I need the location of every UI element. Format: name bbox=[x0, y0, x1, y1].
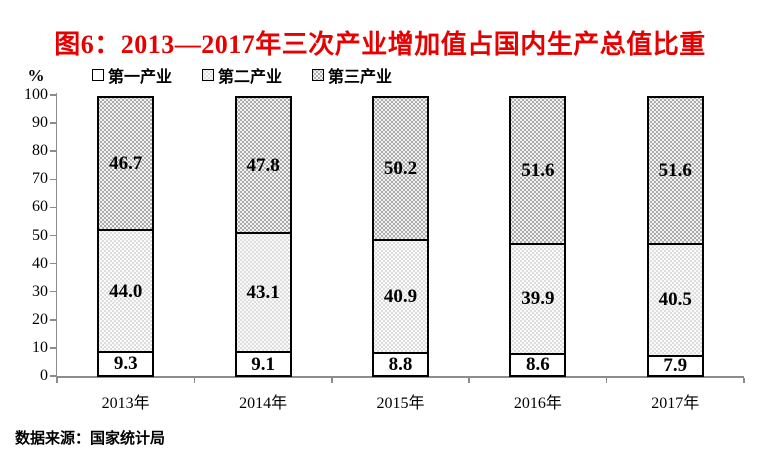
y-tick-label: 30 bbox=[32, 282, 48, 300]
y-tick bbox=[50, 262, 56, 265]
y-tick-label: 70 bbox=[32, 170, 48, 188]
bar-value-label: 51.6 bbox=[658, 159, 692, 181]
bar-value-label: 7.9 bbox=[663, 355, 688, 377]
legend-item: 第一产业 bbox=[92, 63, 172, 87]
secondary-legend-swatch-icon bbox=[202, 69, 215, 81]
x-tick bbox=[331, 377, 333, 383]
chart-title: 图6：2013—2017年三次产业增加值占国内生产总值比重 bbox=[54, 30, 706, 59]
y-tick-label: 40 bbox=[32, 254, 48, 272]
x-tick bbox=[743, 377, 745, 383]
bar-value-label: 43.1 bbox=[246, 282, 280, 304]
y-tick-label: 50 bbox=[32, 226, 48, 244]
bar-segment-primary: 9.1 bbox=[234, 351, 292, 377]
y-tick bbox=[50, 319, 56, 321]
y-tick-label: 80 bbox=[32, 142, 48, 160]
y-tick bbox=[50, 178, 56, 181]
bar-segment-secondary: 40.5 bbox=[646, 242, 704, 357]
bar-segment-secondary: 40.9 bbox=[372, 239, 429, 355]
y-tick bbox=[50, 94, 56, 96]
y-tick-label: 0 bbox=[40, 367, 48, 384]
bar-2014年: 47.8 43.1 9.1 bbox=[234, 96, 292, 381]
bar-value-label: 46.7 bbox=[109, 153, 143, 175]
bar-segment-secondary: 44.0 bbox=[97, 229, 155, 353]
tertiary-legend-swatch-icon bbox=[312, 69, 325, 81]
bar-value-label: 8.8 bbox=[388, 354, 413, 376]
primary-legend-swatch-icon bbox=[92, 69, 104, 81]
bar-segment-tertiary: 47.8 bbox=[234, 96, 292, 235]
bar-2015年: 50.2 40.9 8.8 bbox=[372, 96, 429, 381]
y-tick-label: 10 bbox=[32, 338, 48, 356]
bar-segment-secondary: 39.9 bbox=[509, 242, 567, 355]
y-tick bbox=[50, 150, 56, 152]
legend-item: 第三产业 bbox=[312, 63, 392, 87]
bar-value-label: 51.6 bbox=[521, 159, 555, 181]
y-tick-label: 20 bbox=[32, 310, 48, 328]
legend: 第一产业 第二产业 第三产业 bbox=[92, 63, 392, 87]
y-tick bbox=[50, 234, 56, 237]
y-tick bbox=[50, 347, 56, 349]
y-tick-label: 60 bbox=[32, 198, 48, 216]
bar-2013年: 46.7 44.0 9.3 bbox=[97, 96, 155, 381]
x-category-label: 2013年 bbox=[101, 395, 150, 412]
x-category-label: 2017年 bbox=[651, 395, 700, 412]
bar-value-label: 44.0 bbox=[109, 280, 143, 302]
y-axis bbox=[55, 93, 57, 378]
bar-value-label: 39.9 bbox=[521, 288, 555, 310]
legend-label: 第一产业 bbox=[108, 69, 173, 86]
bar-segment-tertiary: 51.6 bbox=[509, 95, 567, 245]
y-axis-unit-label: % bbox=[27, 66, 45, 85]
bar-segment-tertiary: 46.7 bbox=[97, 96, 155, 232]
bar-value-label: 8.6 bbox=[526, 354, 550, 376]
x-category-label: 2016年 bbox=[513, 395, 562, 412]
bar-segment-primary: 8.8 bbox=[372, 352, 429, 377]
y-tick bbox=[50, 206, 56, 209]
legend-label: 第三产业 bbox=[328, 69, 393, 86]
y-tick bbox=[50, 375, 56, 377]
bar-segment-tertiary: 50.2 bbox=[372, 96, 429, 242]
bar-segment-tertiary: 51.6 bbox=[646, 96, 704, 245]
y-tick bbox=[50, 290, 56, 293]
bar-value-label: 9.1 bbox=[251, 353, 275, 375]
bar-value-label: 47.8 bbox=[246, 154, 280, 176]
source-note: 数据来源：国家统计局 bbox=[15, 430, 166, 447]
legend-label: 第二产业 bbox=[218, 69, 283, 86]
x-category-label: 2014年 bbox=[239, 395, 288, 412]
bar-value-label: 40.9 bbox=[383, 286, 418, 308]
bar-segment-primary: 8.6 bbox=[509, 352, 567, 377]
y-tick-label: 90 bbox=[32, 114, 48, 132]
bar-value-label: 50.2 bbox=[383, 158, 418, 180]
y-tick-label: 100 bbox=[24, 86, 48, 103]
x-tick bbox=[468, 377, 470, 383]
y-tick bbox=[50, 122, 56, 124]
x-category-label: 2015年 bbox=[376, 395, 425, 412]
x-tick bbox=[605, 377, 608, 383]
bar-2016年: 51.6 39.9 8.6 bbox=[509, 95, 567, 381]
x-tick bbox=[56, 377, 58, 383]
bar-value-label: 9.3 bbox=[113, 353, 138, 375]
x-tick bbox=[193, 377, 196, 383]
bar-segment-primary: 9.3 bbox=[97, 350, 155, 377]
bar-segment-secondary: 43.1 bbox=[234, 232, 292, 354]
bar-segment-primary: 7.9 bbox=[646, 354, 704, 377]
bar-value-label: 40.5 bbox=[658, 289, 692, 311]
bar-2017年: 51.6 40.5 7.9 bbox=[646, 96, 704, 381]
legend-item: 第二产业 bbox=[202, 63, 282, 87]
